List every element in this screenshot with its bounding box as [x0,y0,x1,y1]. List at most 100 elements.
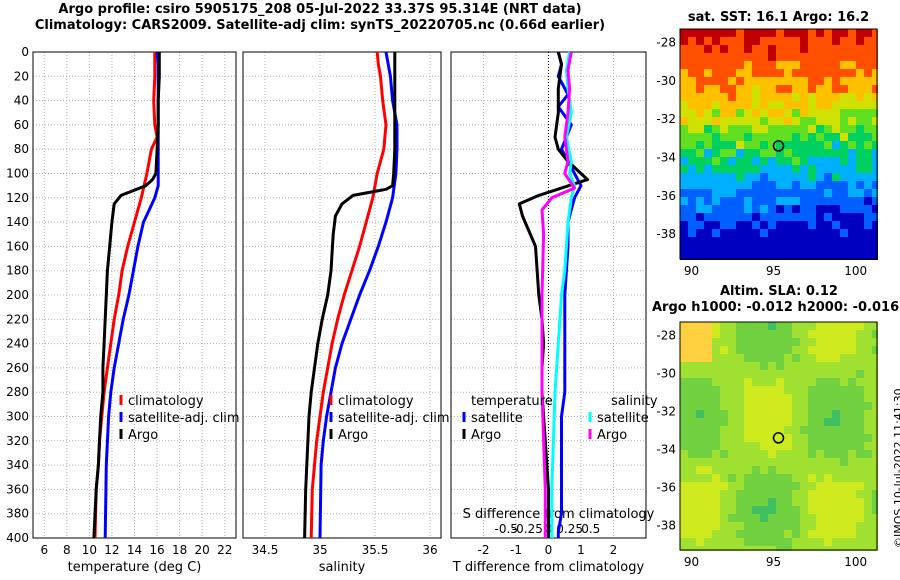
map-cell [680,362,688,370]
map-cell [800,237,808,245]
map-cell [688,402,696,410]
map-cell [800,330,808,338]
y-tick-label: 400 [6,531,29,545]
map-cell [816,474,824,482]
map-cell [848,426,856,434]
map-cell [736,498,744,506]
y-tick-label: 200 [6,288,29,302]
map-cell [688,490,696,498]
map-cell [848,133,856,141]
map-cell [856,450,864,458]
map-cell [832,370,840,378]
map-cell [768,85,776,93]
map-cell [872,330,880,338]
top-tick-label: 0.25 [556,522,583,536]
map-cell [704,338,712,346]
map-cell [808,237,816,245]
map-cell [736,229,744,237]
map-cell [832,117,840,125]
map-cell [704,189,712,197]
map-cell [832,133,840,141]
map-cell [824,530,832,538]
map-cell [720,394,728,402]
map-cell [736,125,744,133]
map-cell [696,418,704,426]
map-cell [696,322,704,330]
map-cell [760,61,768,69]
map-cell [856,410,864,418]
map-cell [736,522,744,530]
map-cell [864,418,872,426]
map-cell [720,165,728,173]
map-cell [792,498,800,506]
map-cell [760,426,768,434]
map-cell [696,458,704,466]
map-cell [856,466,864,474]
y-tick-label: 240 [6,337,29,351]
map-cell [848,53,856,61]
map-cell [744,410,752,418]
map-cell [864,450,872,458]
map-cell [808,245,816,253]
map-cell [768,133,776,141]
map-cell [784,402,792,410]
map-cell [800,181,808,189]
map-cell [712,85,720,93]
map-cell [736,29,744,37]
map-cell [680,61,688,69]
map-cell [864,125,872,133]
map-cell [848,253,856,261]
map-cell [864,330,872,338]
map-cell [760,410,768,418]
map-cell [704,522,712,530]
map-cell [824,141,832,149]
map-cell [872,237,880,245]
map-cell [696,426,704,434]
map-cell [784,522,792,530]
map-cell [688,498,696,506]
map-cell [864,85,872,93]
map-cell [728,29,736,37]
map-cell [808,450,816,458]
map-cell [720,61,728,69]
map-cell [696,141,704,149]
map-cell [744,394,752,402]
map-cell [808,189,816,197]
map-cell [856,514,864,522]
map-cell [792,29,800,37]
map-cell [712,378,720,386]
map-cell [824,506,832,514]
map-cell [752,386,760,394]
map-cell [792,85,800,93]
y-tick-label: 120 [6,191,29,205]
map-y-tick-label: -38 [656,227,676,241]
map-cell [872,442,880,450]
map-cell [808,362,816,370]
map-cell [712,346,720,354]
map-cell [688,354,696,362]
x-tick-label: 8 [63,543,71,557]
map-cell [760,458,768,466]
map-cell [856,117,864,125]
map-cell [712,197,720,205]
map-cell [776,101,784,109]
map-cell [776,410,784,418]
map-cell [840,458,848,466]
map-cell [856,133,864,141]
map-cell [824,426,832,434]
map-cell [688,213,696,221]
map-cell [848,29,856,37]
map-cell [720,410,728,418]
map-cell [824,458,832,466]
map-cell [816,338,824,346]
map-cell [688,69,696,77]
map-cell [832,338,840,346]
map-cell [816,378,824,386]
map-cell [768,482,776,490]
map-cell [848,45,856,53]
map-cell [704,346,712,354]
map-cell [848,117,856,125]
map-cell [696,378,704,386]
map-cell [864,45,872,53]
map-cell [840,109,848,117]
